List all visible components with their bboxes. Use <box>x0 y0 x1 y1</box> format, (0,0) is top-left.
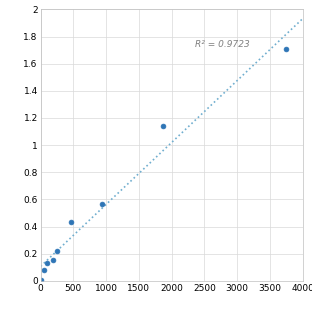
Point <box>100 202 105 207</box>
Point <box>161 124 166 129</box>
Point <box>54 248 59 253</box>
Point <box>41 267 46 272</box>
Point <box>44 261 49 266</box>
Text: R² = 0.9723: R² = 0.9723 <box>195 40 249 49</box>
Point <box>38 278 43 283</box>
Point <box>69 220 74 225</box>
Point <box>284 46 289 51</box>
Point <box>50 258 55 263</box>
